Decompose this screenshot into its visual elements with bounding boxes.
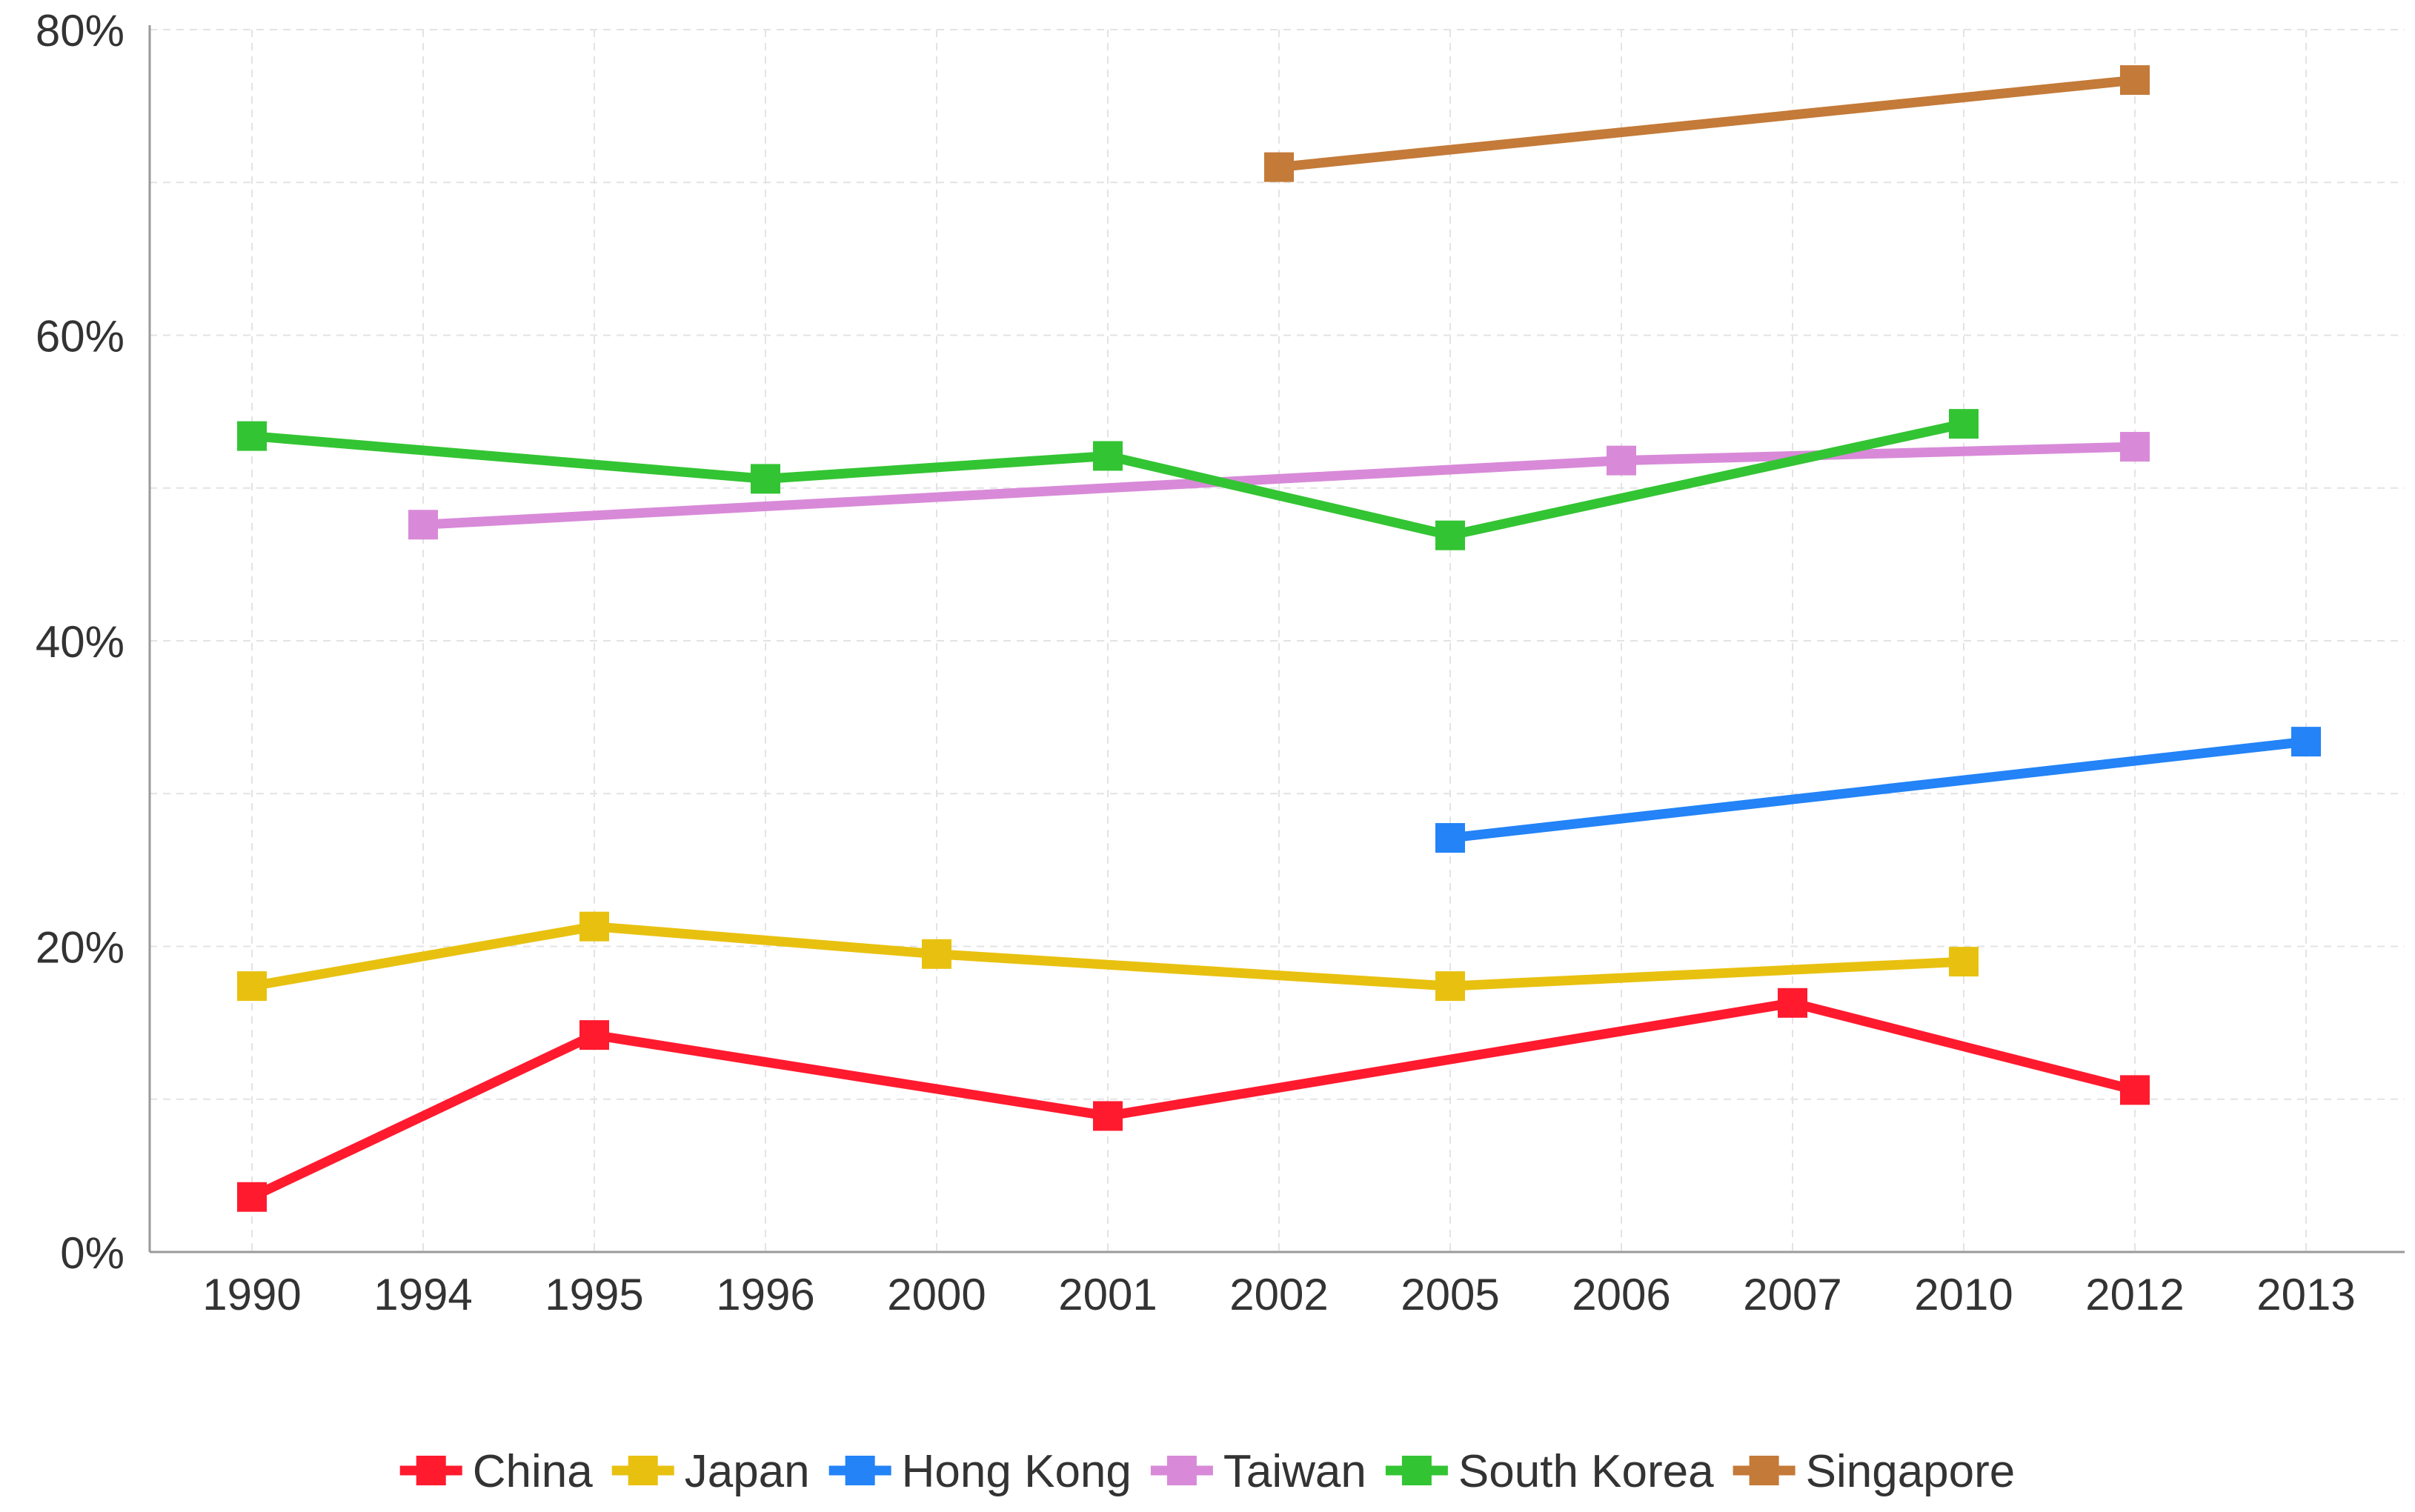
legend-label-singapore: Singapore xyxy=(1806,1446,2016,1497)
legend-marker-china xyxy=(416,1456,446,1485)
legend-marker-taiwan xyxy=(1166,1456,1197,1485)
y-tick-label: 80% xyxy=(36,6,124,56)
data-point-hong-kong xyxy=(2291,727,2321,757)
x-tick-label: 1990 xyxy=(202,1270,301,1319)
data-point-taiwan xyxy=(408,510,438,540)
data-point-japan xyxy=(579,911,609,942)
legend-marker-japan xyxy=(628,1456,658,1485)
y-tick-label: 60% xyxy=(36,312,124,362)
legend: China Japan Hong Kong Taiwan South Korea Sing… xyxy=(399,1446,2016,1497)
legend-label-hong-kong: Hong Kong xyxy=(902,1446,1132,1497)
data-point-singapore xyxy=(2120,65,2150,96)
series-hong-kong xyxy=(1435,727,2321,853)
data-point-china xyxy=(1093,1101,1123,1131)
y-tick-label: 40% xyxy=(36,617,124,667)
data-point-china xyxy=(1778,988,1807,1018)
legend-item-south-korea: South Korea xyxy=(1385,1446,1714,1497)
x-tick-label: 2013 xyxy=(2256,1270,2355,1319)
x-tick-label: 1996 xyxy=(716,1270,814,1319)
data-point-south-korea xyxy=(1093,441,1123,471)
series-south-korea xyxy=(237,409,1979,550)
x-tick-label: 2010 xyxy=(1914,1270,2013,1319)
legend-marker-hong-kong xyxy=(845,1456,875,1485)
y-tick-labels: 0% 20% 40% 60% 80% xyxy=(36,6,124,1278)
series-line-china xyxy=(247,998,2140,1202)
x-tick-label: 2007 xyxy=(1743,1270,1841,1319)
data-point-singapore xyxy=(1264,152,1294,182)
data-point-south-korea xyxy=(237,421,267,451)
series-lines xyxy=(237,65,2321,1212)
data-point-china xyxy=(237,1182,267,1212)
legend-item-singapore: Singapore xyxy=(1733,1446,2016,1497)
legend-item-china: China xyxy=(399,1446,594,1497)
data-point-south-korea xyxy=(1435,520,1465,550)
x-tick-label: 2005 xyxy=(1401,1270,1499,1319)
axes xyxy=(148,25,2405,1253)
data-point-china xyxy=(2120,1075,2150,1105)
data-point-japan xyxy=(1435,971,1465,1002)
series-line-hong-kong xyxy=(1445,736,2311,843)
data-point-south-korea xyxy=(1949,409,1979,439)
x-tick-label: 2012 xyxy=(2085,1270,2184,1319)
legend-label-japan: Japan xyxy=(685,1446,810,1497)
data-point-taiwan xyxy=(2120,432,2150,462)
data-point-japan xyxy=(1949,947,1979,977)
legend-label-south-korea: South Korea xyxy=(1458,1446,1714,1497)
x-tick-label: 1995 xyxy=(545,1270,643,1319)
legend-label-taiwan: Taiwan xyxy=(1223,1446,1366,1497)
x-tick-label: 2001 xyxy=(1058,1270,1157,1319)
data-point-japan xyxy=(237,971,267,1002)
x-tick-labels: 1990 1994 1995 1996 2000 2001 2002 2005 2006 2007… xyxy=(202,1270,2355,1319)
series-singapore xyxy=(1264,65,2150,182)
legend-item-hong-kong: Hong Kong xyxy=(828,1446,1132,1497)
series-china xyxy=(237,988,2150,1212)
series-japan xyxy=(237,911,1979,1002)
data-point-japan xyxy=(922,939,951,969)
legend-item-japan: Japan xyxy=(611,1446,810,1497)
y-tick-label: 0% xyxy=(60,1228,124,1278)
data-point-china xyxy=(579,1020,609,1050)
legend-marker-singapore xyxy=(1749,1456,1779,1485)
x-tick-label: 2006 xyxy=(1572,1270,1670,1319)
x-tick-label: 2000 xyxy=(887,1270,986,1319)
legend-label-china: China xyxy=(473,1446,594,1497)
data-point-taiwan xyxy=(1607,445,1636,476)
x-tick-label: 1994 xyxy=(373,1270,472,1319)
legend-marker-south-korea xyxy=(1401,1456,1432,1485)
legend-item-taiwan: Taiwan xyxy=(1150,1446,1366,1497)
y-tick-label: 20% xyxy=(36,923,124,973)
series-taiwan xyxy=(408,432,2150,540)
x-tick-label: 2002 xyxy=(1229,1270,1328,1319)
series-line-singapore xyxy=(1274,75,2140,173)
data-point-south-korea xyxy=(751,464,780,494)
data-point-hong-kong xyxy=(1435,823,1465,853)
